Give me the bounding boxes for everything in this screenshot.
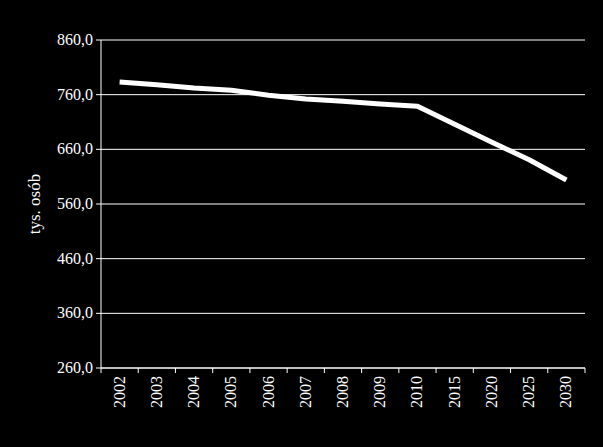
x-tick-label: 2020 (483, 376, 500, 408)
y-tick (96, 258, 101, 259)
x-tick-label: 2015 (446, 376, 463, 408)
background (0, 0, 603, 447)
x-tick-label: 2009 (371, 376, 388, 408)
chart-svg: 260,0 360,0 460,0 560,0 660,0 760,0 860,0 2002 2… (0, 0, 603, 447)
x-tick (361, 368, 362, 373)
x-tick (324, 368, 325, 373)
x-tick-label: 2004 (185, 376, 202, 408)
y-tick-label: 860,0 (57, 31, 93, 48)
x-tick (473, 368, 474, 373)
grid-line (101, 313, 585, 314)
x-tick (212, 368, 213, 373)
y-tick-label: 260,0 (57, 359, 93, 376)
x-tick (175, 368, 176, 373)
y-tick (96, 94, 101, 95)
data-line (120, 82, 567, 180)
grid-line (101, 204, 585, 205)
y-axis (101, 40, 102, 368)
grid-line (101, 40, 585, 41)
x-tick (547, 368, 548, 373)
y-tick (96, 40, 101, 41)
x-axis (101, 368, 585, 369)
chart-container: 260,0 360,0 460,0 560,0 660,0 760,0 860,0 2002 2… (0, 0, 603, 447)
x-tick-label: 2010 (408, 376, 425, 408)
grid-line (101, 258, 585, 259)
x-tick (249, 368, 250, 373)
y-tick-label: 660,0 (57, 140, 93, 157)
y-axis-label: tys. osób (25, 174, 44, 234)
x-tick (585, 368, 586, 373)
x-tick-label: 2025 (520, 376, 537, 408)
y-tick-label: 760,0 (57, 86, 93, 103)
grid-line (101, 368, 585, 369)
y-tick-label: 560,0 (57, 195, 93, 212)
y-tick-label: 360,0 (57, 304, 93, 321)
x-tick-label: 2030 (557, 376, 574, 408)
x-tick-label: 2007 (297, 376, 314, 408)
x-tick (101, 368, 102, 373)
x-tick (510, 368, 511, 373)
x-tick-label: 2003 (148, 376, 165, 408)
x-tick-label: 2006 (260, 376, 277, 408)
x-tick (138, 368, 139, 373)
y-tick (96, 149, 101, 150)
page: {"chart_data": {"type": "line", "y_label… (0, 0, 603, 447)
plot-area (120, 82, 567, 180)
x-tick (436, 368, 437, 373)
x-tick (287, 368, 288, 373)
x-tick-label: 2005 (222, 376, 239, 408)
y-tick (96, 368, 101, 369)
x-tick-label: 2002 (111, 376, 128, 408)
grid-line (101, 94, 585, 95)
y-tick (96, 204, 101, 205)
x-tick-label: 2008 (334, 376, 351, 408)
x-tick (398, 368, 399, 373)
y-tick-label: 460,0 (57, 250, 93, 267)
y-tick (96, 313, 101, 314)
